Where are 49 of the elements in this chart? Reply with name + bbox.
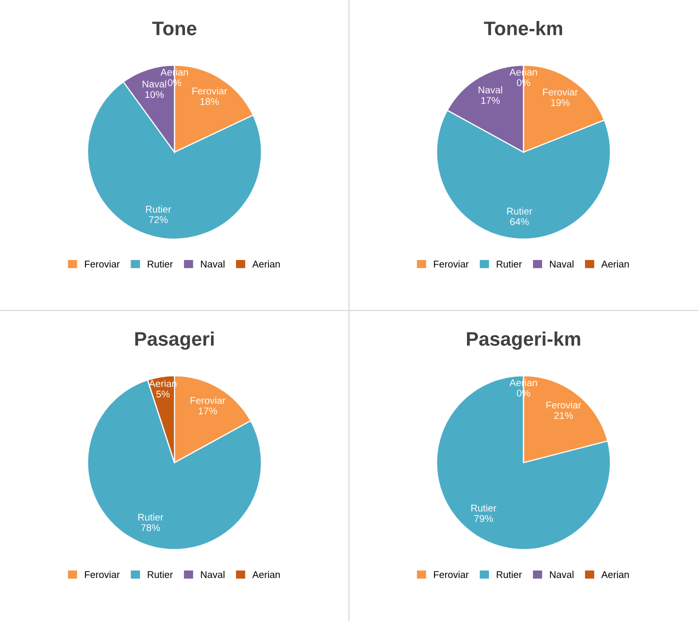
- legend-label: Feroviar: [84, 260, 120, 268]
- legend-label: Naval: [550, 570, 574, 578]
- legend-label: Feroviar: [84, 570, 120, 578]
- legend-label: Rutier: [496, 260, 522, 268]
- legend-label: Naval: [201, 570, 224, 578]
- legend-label: Aerian: [601, 570, 629, 578]
- data-label: 78%: [141, 524, 160, 532]
- legend-label: Naval: [201, 260, 224, 268]
- data-label: 17%: [481, 97, 500, 104]
- pie-slice: [87, 379, 262, 550]
- slice-label: Feroviar: [192, 87, 228, 94]
- slice-label: Naval: [142, 80, 166, 88]
- data-label: 17%: [198, 408, 218, 414]
- data-label: 72%: [149, 216, 168, 224]
- slice-label: Naval: [478, 86, 502, 94]
- chart-title: Pasageri-km: [466, 332, 580, 350]
- slice-label: Feroviar: [190, 396, 226, 404]
- data-label: 19%: [551, 99, 570, 106]
- data-label: 21%: [554, 412, 573, 419]
- data-label: 79%: [474, 515, 493, 522]
- legend-label: Aerian: [252, 570, 280, 578]
- slice-label: Feroviar: [543, 88, 578, 96]
- legend-label: Feroviar: [434, 570, 469, 578]
- slice-label: Rutier: [471, 504, 496, 512]
- data-label: 10%: [145, 91, 164, 98]
- legend-label: Naval: [550, 260, 574, 268]
- category-label: Aerian: [509, 68, 537, 76]
- category-label: Aerian: [509, 378, 537, 386]
- slice-label: Rutier: [507, 207, 532, 215]
- legend-label: Rutier: [496, 570, 522, 578]
- legend-label: Rutier: [148, 260, 173, 268]
- legend-label: Aerian: [601, 260, 629, 268]
- chart-title: Pasageri: [135, 332, 214, 350]
- chart-title: Tone-km: [484, 21, 562, 36]
- legend-label: Aerian: [252, 260, 280, 268]
- slice-label: Rutier: [138, 514, 164, 521]
- slice-label: Feroviar: [546, 401, 582, 408]
- text: 0%: [516, 390, 530, 397]
- data-label: 5%: [156, 390, 170, 398]
- legend-label: Feroviar: [434, 260, 469, 268]
- slice-label: Rutier: [146, 206, 172, 213]
- chart-title: Tone: [152, 22, 196, 36]
- legend-label: Rutier: [148, 570, 173, 578]
- data-label: 64%: [510, 218, 529, 226]
- data-label: 18%: [200, 98, 219, 105]
- text: 0%: [516, 79, 530, 86]
- text: 0%: [168, 79, 182, 86]
- pie-slice: [436, 375, 611, 550]
- category-label: Aerian: [160, 68, 188, 76]
